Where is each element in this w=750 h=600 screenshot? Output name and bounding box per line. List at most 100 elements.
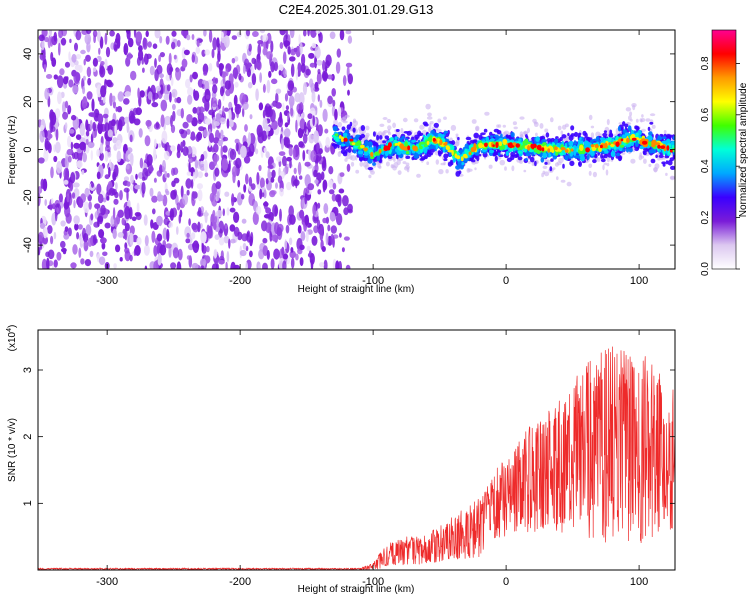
signal-blob: [438, 169, 444, 175]
noise-blob: [263, 147, 267, 153]
signal-blob: [599, 137, 606, 141]
signal-blob: [629, 111, 633, 117]
signal-blob: [474, 167, 477, 171]
noise-blob: [92, 67, 97, 72]
noise-blob: [317, 124, 323, 137]
noise-blob: [152, 208, 156, 215]
y-tick-label: -20: [22, 189, 34, 205]
signal-blob: [590, 132, 595, 139]
noise-blob: [50, 166, 54, 179]
noise-blob: [102, 197, 107, 203]
noise-blob: [206, 245, 210, 253]
signal-blob: [374, 147, 377, 151]
noise-blob: [85, 119, 89, 131]
signal-blob: [334, 133, 339, 137]
noise-blob: [258, 264, 261, 269]
noise-blob: [241, 193, 245, 200]
signal-blob: [622, 129, 628, 134]
signal-blob: [666, 145, 670, 151]
noise-blob: [332, 182, 337, 190]
noise-blob: [113, 164, 119, 178]
noise-blob: [289, 30, 295, 39]
signal-blob: [340, 136, 345, 143]
noise-blob: [176, 261, 182, 269]
noise-blob: [90, 150, 94, 161]
colorbar-tick-label: 0.8: [700, 56, 711, 70]
signal-blob: [667, 159, 673, 166]
noise-blob: [156, 233, 163, 242]
signal-blob: [525, 158, 528, 161]
signal-blob: [405, 151, 410, 155]
noise-blob: [170, 262, 177, 269]
signal-blob: [519, 116, 525, 120]
noise-blob: [263, 201, 269, 207]
signal-blob: [396, 159, 401, 166]
signal-blob: [544, 171, 550, 177]
signal-blob: [360, 144, 365, 149]
noise-blob: [49, 30, 52, 37]
noise-blob: [262, 109, 266, 119]
noise-blob: [139, 90, 145, 98]
noise-blob: [244, 124, 248, 132]
noise-blob: [92, 57, 98, 67]
signal-blob: [554, 162, 559, 167]
noise-blob: [327, 74, 333, 80]
noise-blob: [186, 114, 193, 123]
signal-blob: [570, 148, 574, 152]
signal-blob: [476, 155, 480, 162]
noise-blob: [57, 91, 62, 105]
signal-blob: [492, 144, 495, 148]
noise-blob: [47, 225, 53, 234]
signal-blob: [643, 158, 647, 164]
noise-blob: [92, 234, 97, 246]
noise-blob: [151, 101, 159, 108]
signal-blob: [427, 136, 433, 143]
noise-blob: [180, 141, 184, 152]
noise-blob: [146, 154, 153, 166]
noise-blob: [60, 220, 66, 227]
noise-blob: [299, 118, 306, 130]
signal-blob: [368, 174, 372, 179]
signal-blob: [346, 124, 351, 130]
noise-blob: [84, 33, 92, 45]
noise-blob: [200, 265, 205, 269]
noise-blob: [159, 36, 163, 44]
noise-blob: [97, 193, 104, 204]
noise-blob: [335, 213, 343, 226]
noise-blob: [62, 249, 67, 255]
noise-blob: [338, 106, 342, 117]
noise-blob: [202, 129, 209, 138]
noise-blob: [301, 53, 306, 67]
noise-blob: [168, 52, 172, 65]
signal-blob: [419, 124, 425, 130]
noise-blob: [92, 129, 97, 139]
noise-blob: [89, 250, 94, 258]
noise-blob: [260, 40, 264, 47]
noise-blob: [53, 231, 57, 240]
noise-blob: [197, 207, 202, 217]
noise-blob: [297, 62, 302, 74]
noise-blob: [216, 60, 220, 68]
signal-blob: [370, 151, 374, 157]
noise-blob: [53, 31, 57, 42]
noise-blob: [262, 237, 268, 244]
signal-blob: [445, 146, 451, 150]
x-tick-label: -100: [362, 576, 384, 588]
y-tick-label: 20: [22, 96, 34, 108]
noise-blob: [325, 232, 329, 246]
signal-blob: [450, 124, 457, 131]
noise-blob: [258, 102, 264, 111]
signal-blob: [592, 159, 597, 164]
signal-blob: [590, 125, 595, 129]
noise-blob: [62, 111, 69, 120]
noise-blob: [197, 119, 202, 125]
noise-blob: [130, 70, 137, 81]
signal-blob: [382, 140, 387, 144]
noise-blob: [302, 150, 306, 162]
noise-blob: [279, 30, 286, 36]
signal-blob: [590, 151, 595, 157]
noise-blob: [156, 194, 164, 202]
signal-blob: [607, 137, 612, 143]
noise-blob: [280, 137, 284, 150]
